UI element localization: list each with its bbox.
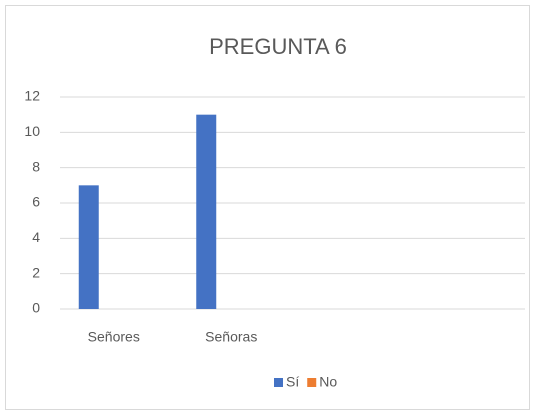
y-tick-label: 12	[24, 88, 40, 104]
y-tick-label: 10	[24, 123, 40, 139]
y-tick-label: 6	[32, 194, 40, 210]
legend-swatch	[307, 378, 317, 387]
x-tick-label: Señores	[88, 329, 140, 345]
y-tick-label: 4	[32, 229, 40, 245]
chart-title: PREGUNTA 6	[209, 34, 347, 59]
bar	[78, 185, 99, 309]
legend-swatch	[274, 378, 283, 387]
y-tick-label: 0	[32, 300, 40, 316]
legend-label: No	[319, 374, 337, 390]
x-tick-label: Señoras	[205, 329, 257, 345]
y-tick-label: 2	[32, 264, 40, 280]
legend-label: Sí	[286, 374, 299, 390]
bar	[196, 114, 217, 310]
y-tick-label: 8	[32, 158, 40, 174]
